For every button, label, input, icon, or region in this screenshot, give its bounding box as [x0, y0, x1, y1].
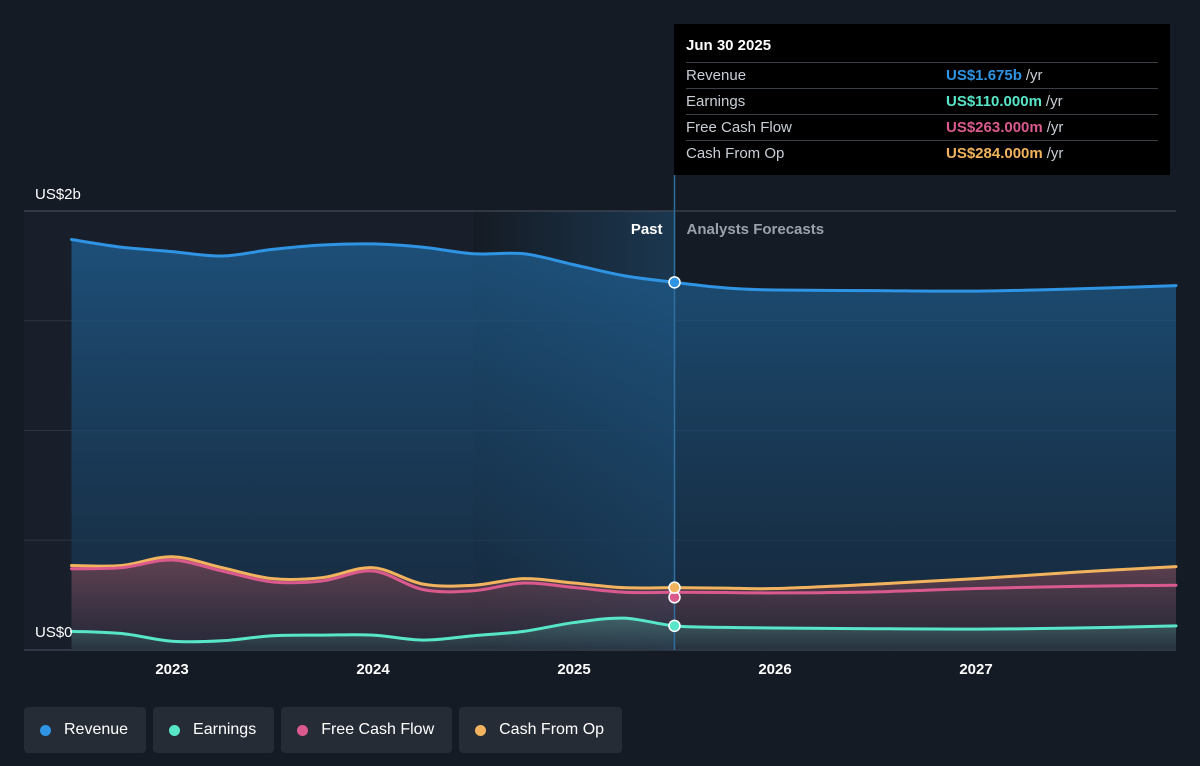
- tooltip-value: US$110.000m: [946, 93, 1042, 110]
- marker-cash-from-op: [668, 581, 681, 594]
- legend-label: Cash From Op: [499, 721, 605, 738]
- x-tick-label: 2027: [959, 661, 992, 678]
- line-revenue: [70, 238, 1178, 293]
- tooltip-unit: /yr: [1025, 67, 1043, 84]
- tooltip-value: US$1.675b: [946, 67, 1022, 84]
- line-earnings: [70, 616, 1178, 644]
- x-tick-label: 2026: [758, 661, 791, 678]
- tooltip-row-free-cash-flow: Free Cash Flow US$263.000m /yr: [686, 114, 1158, 140]
- area-earnings: [71, 618, 1176, 650]
- marker-earnings: [668, 619, 681, 633]
- tooltip-label: Cash From Op: [686, 145, 785, 162]
- x-tick-label: 2025: [557, 661, 590, 678]
- legend-label: Revenue: [64, 721, 129, 738]
- tooltip-value: US$284.000m: [946, 145, 1043, 162]
- tooltip-row-revenue: Revenue US$1.675b /yr: [686, 62, 1158, 88]
- x-tick-label: 2024: [356, 661, 390, 678]
- tooltip-row-earnings: Earnings US$110.000m /yr: [686, 88, 1158, 114]
- tooltip-row-cash-from-op: Cash From Op US$284.000m /yr: [686, 140, 1158, 166]
- line-free-cash-flow: [70, 558, 1178, 595]
- tooltip-unit: /yr: [1046, 119, 1064, 136]
- legend-item-revenue[interactable]: Revenue: [24, 707, 147, 753]
- legend-label: Free Cash Flow: [321, 721, 435, 738]
- legend-label: Earnings: [193, 721, 257, 738]
- legend-item-cash-from-op[interactable]: Cash From Op: [459, 707, 623, 753]
- legend-dot-icon: [40, 724, 51, 736]
- area-revenue: [71, 239, 1176, 650]
- tooltip-date: Jun 30 2025: [686, 37, 772, 54]
- legend-dot-icon: [297, 724, 309, 736]
- tooltip-label: Free Cash Flow: [686, 119, 792, 136]
- forecast-label: Analysts Forecasts: [687, 221, 825, 238]
- marker-revenue: [668, 276, 681, 289]
- legend-dot-icon: [169, 724, 181, 736]
- tooltip-unit: /yr: [1045, 93, 1063, 110]
- tooltip: Jun 30 2025 Revenue US$1.675b /yr Earnin…: [674, 24, 1170, 175]
- legend-item-earnings[interactable]: Earnings: [153, 707, 275, 753]
- line-cash-from-op: [70, 555, 1178, 591]
- legend-dot-icon: [475, 724, 487, 736]
- tooltip-label: Revenue: [686, 67, 747, 84]
- legend: Revenue Earnings Free Cash Flow Cash Fro…: [24, 707, 623, 753]
- legend-item-free-cash-flow[interactable]: Free Cash Flow: [281, 707, 453, 753]
- x-tick-label: 2023: [155, 661, 188, 678]
- tooltip-unit: /yr: [1046, 145, 1064, 162]
- area-cash-from-op: [71, 556, 1176, 650]
- y-axis-bottom-label: US$0: [35, 624, 73, 641]
- past-label: Past: [631, 221, 663, 238]
- y-axis-top-label: US$2b: [35, 186, 81, 203]
- tooltip-label: Earnings: [686, 93, 746, 110]
- tooltip-value: US$263.000m: [946, 119, 1043, 136]
